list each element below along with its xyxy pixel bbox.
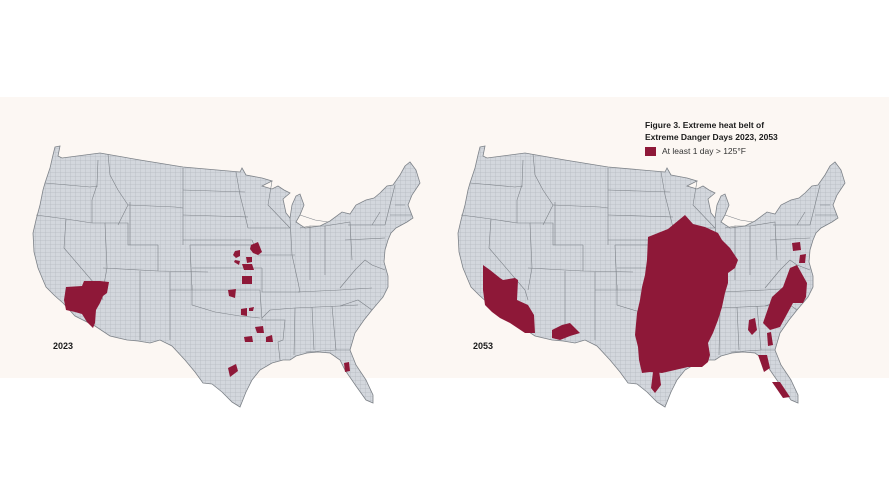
heat-regions-2023: [64, 242, 350, 377]
legend-swatch-icon: [645, 146, 656, 156]
heat-regions-2053: [483, 215, 807, 398]
legend: Figure 3. Extreme heat belt of Extreme D…: [645, 119, 845, 156]
legend-label: At least 1 day > 125°F: [662, 146, 746, 156]
figure-title-line-1: Figure 3. Extreme heat belt of: [645, 120, 765, 130]
map-2023: [32, 145, 421, 408]
year-label-2023: 2023: [53, 341, 74, 351]
figure-title-line-2: Extreme Danger Days 2023, 2053: [645, 132, 778, 142]
year-label-2053: 2053: [473, 341, 494, 351]
map-2053: [457, 145, 846, 408]
legend-item: At least 1 day > 125°F: [645, 146, 845, 156]
